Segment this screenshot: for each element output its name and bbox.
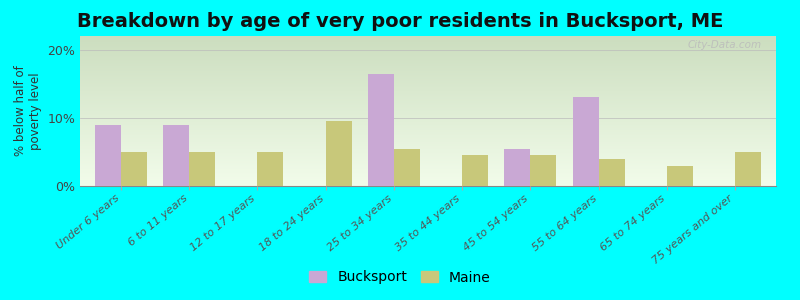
Bar (530, 155, 556, 186)
Bar (95, 124, 121, 186)
Bar (462, 155, 488, 186)
Bar (368, 74, 394, 186)
Bar (598, 159, 625, 186)
Bar (189, 152, 215, 186)
Bar (505, 148, 530, 186)
Bar (121, 152, 147, 186)
Y-axis label: % below half of
poverty level: % below half of poverty level (14, 66, 42, 156)
Bar (326, 121, 351, 186)
Bar (667, 166, 693, 186)
Legend: Bucksport, Maine: Bucksport, Maine (304, 265, 496, 290)
Bar (394, 148, 420, 186)
Bar (573, 98, 598, 186)
Text: Breakdown by age of very poor residents in Bucksport, ME: Breakdown by age of very poor residents … (77, 12, 723, 31)
Bar (735, 152, 761, 186)
Bar (258, 152, 283, 186)
Text: City-Data.com: City-Data.com (688, 40, 762, 50)
Bar (163, 124, 189, 186)
